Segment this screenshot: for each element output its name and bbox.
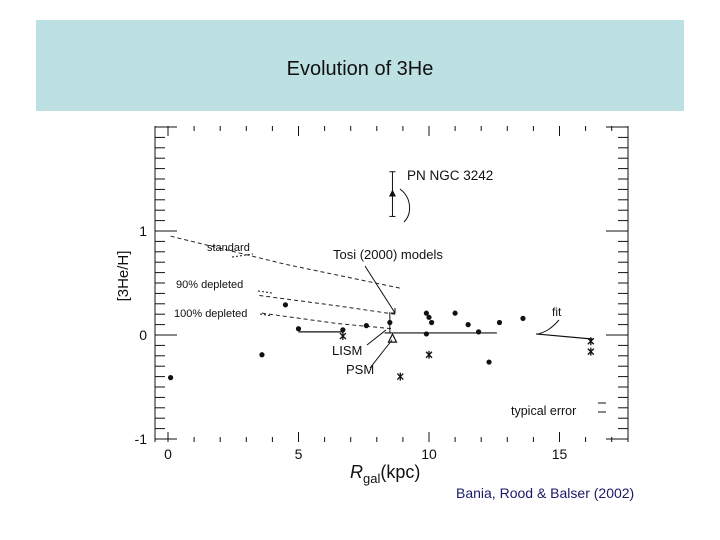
data-point-dot: [452, 310, 458, 316]
lism-pointer: [366, 329, 387, 346]
data-point-star: [339, 332, 347, 341]
fit-line-segment: [535, 333, 594, 340]
model-curve-0: [170, 235, 401, 289]
data-point-dot: [429, 319, 435, 326]
annotation-psm: PSM: [346, 362, 374, 377]
annotation-standard: standard: [207, 242, 250, 254]
pn-pointer: [399, 188, 410, 223]
data-point-dot: [426, 314, 432, 320]
y-tick-label: -1: [135, 431, 148, 447]
tosi-arrowhead: [391, 308, 396, 314]
annotation-pn-ngc-3242: PN NGC 3242: [407, 168, 493, 183]
data-point-star: [396, 372, 404, 381]
data-point-star: [587, 347, 595, 356]
fit-pointer: [537, 319, 560, 335]
annotation-100-depleted: 100% depleted: [174, 308, 247, 320]
data-point-psm: [387, 332, 398, 343]
data-point-dot: [363, 323, 369, 329]
title-banner: Evolution of 3He: [36, 20, 684, 111]
y-tick-label: 0: [139, 327, 147, 343]
data-point-dot: [259, 352, 265, 358]
annotation-typical-error: typical error: [511, 404, 576, 418]
annotation-tosi-models: Tosi (2000) models: [333, 247, 443, 262]
data-point-dot: [282, 302, 289, 308]
x-axis-label: Rgal(kpc): [350, 462, 420, 486]
data-point-dot: [168, 375, 174, 381]
data-point-dot: [423, 331, 429, 337]
data-point-dot: [486, 359, 492, 365]
data-point-dot: [465, 322, 471, 328]
data-point-dot: [475, 329, 482, 335]
annotation-lism: LISM: [332, 343, 362, 358]
x-tick-label: 10: [421, 446, 437, 462]
data-point-dot: [340, 327, 346, 333]
data-point-dot: [295, 326, 302, 332]
data-point-dot: [496, 319, 503, 326]
tosi-pointer: [364, 265, 396, 314]
annotation-fit: fit: [552, 305, 562, 319]
90-leader: [257, 290, 273, 294]
psm-pointer: [369, 339, 393, 369]
model-curve-1: [259, 294, 396, 315]
x-tick-label: 0: [164, 446, 172, 462]
data-point-dot: [520, 315, 526, 321]
model-curve-2: [261, 312, 393, 330]
x-tick-label: 15: [552, 446, 568, 462]
slide-title: Evolution of 3He: [286, 58, 434, 80]
data-point-dot: [423, 310, 429, 316]
data-point-star: [425, 350, 433, 359]
citation-credit: Bania, Rood & Balser (2002): [456, 485, 635, 501]
data-point-star: [587, 337, 595, 346]
x-tick-label: 5: [295, 446, 303, 462]
y-tick-label: 1: [139, 223, 147, 239]
annotation-90-depleted: 90% depleted: [176, 279, 243, 291]
standard-leader: [231, 253, 254, 258]
y-axis-label: [3He/H]: [115, 251, 132, 302]
